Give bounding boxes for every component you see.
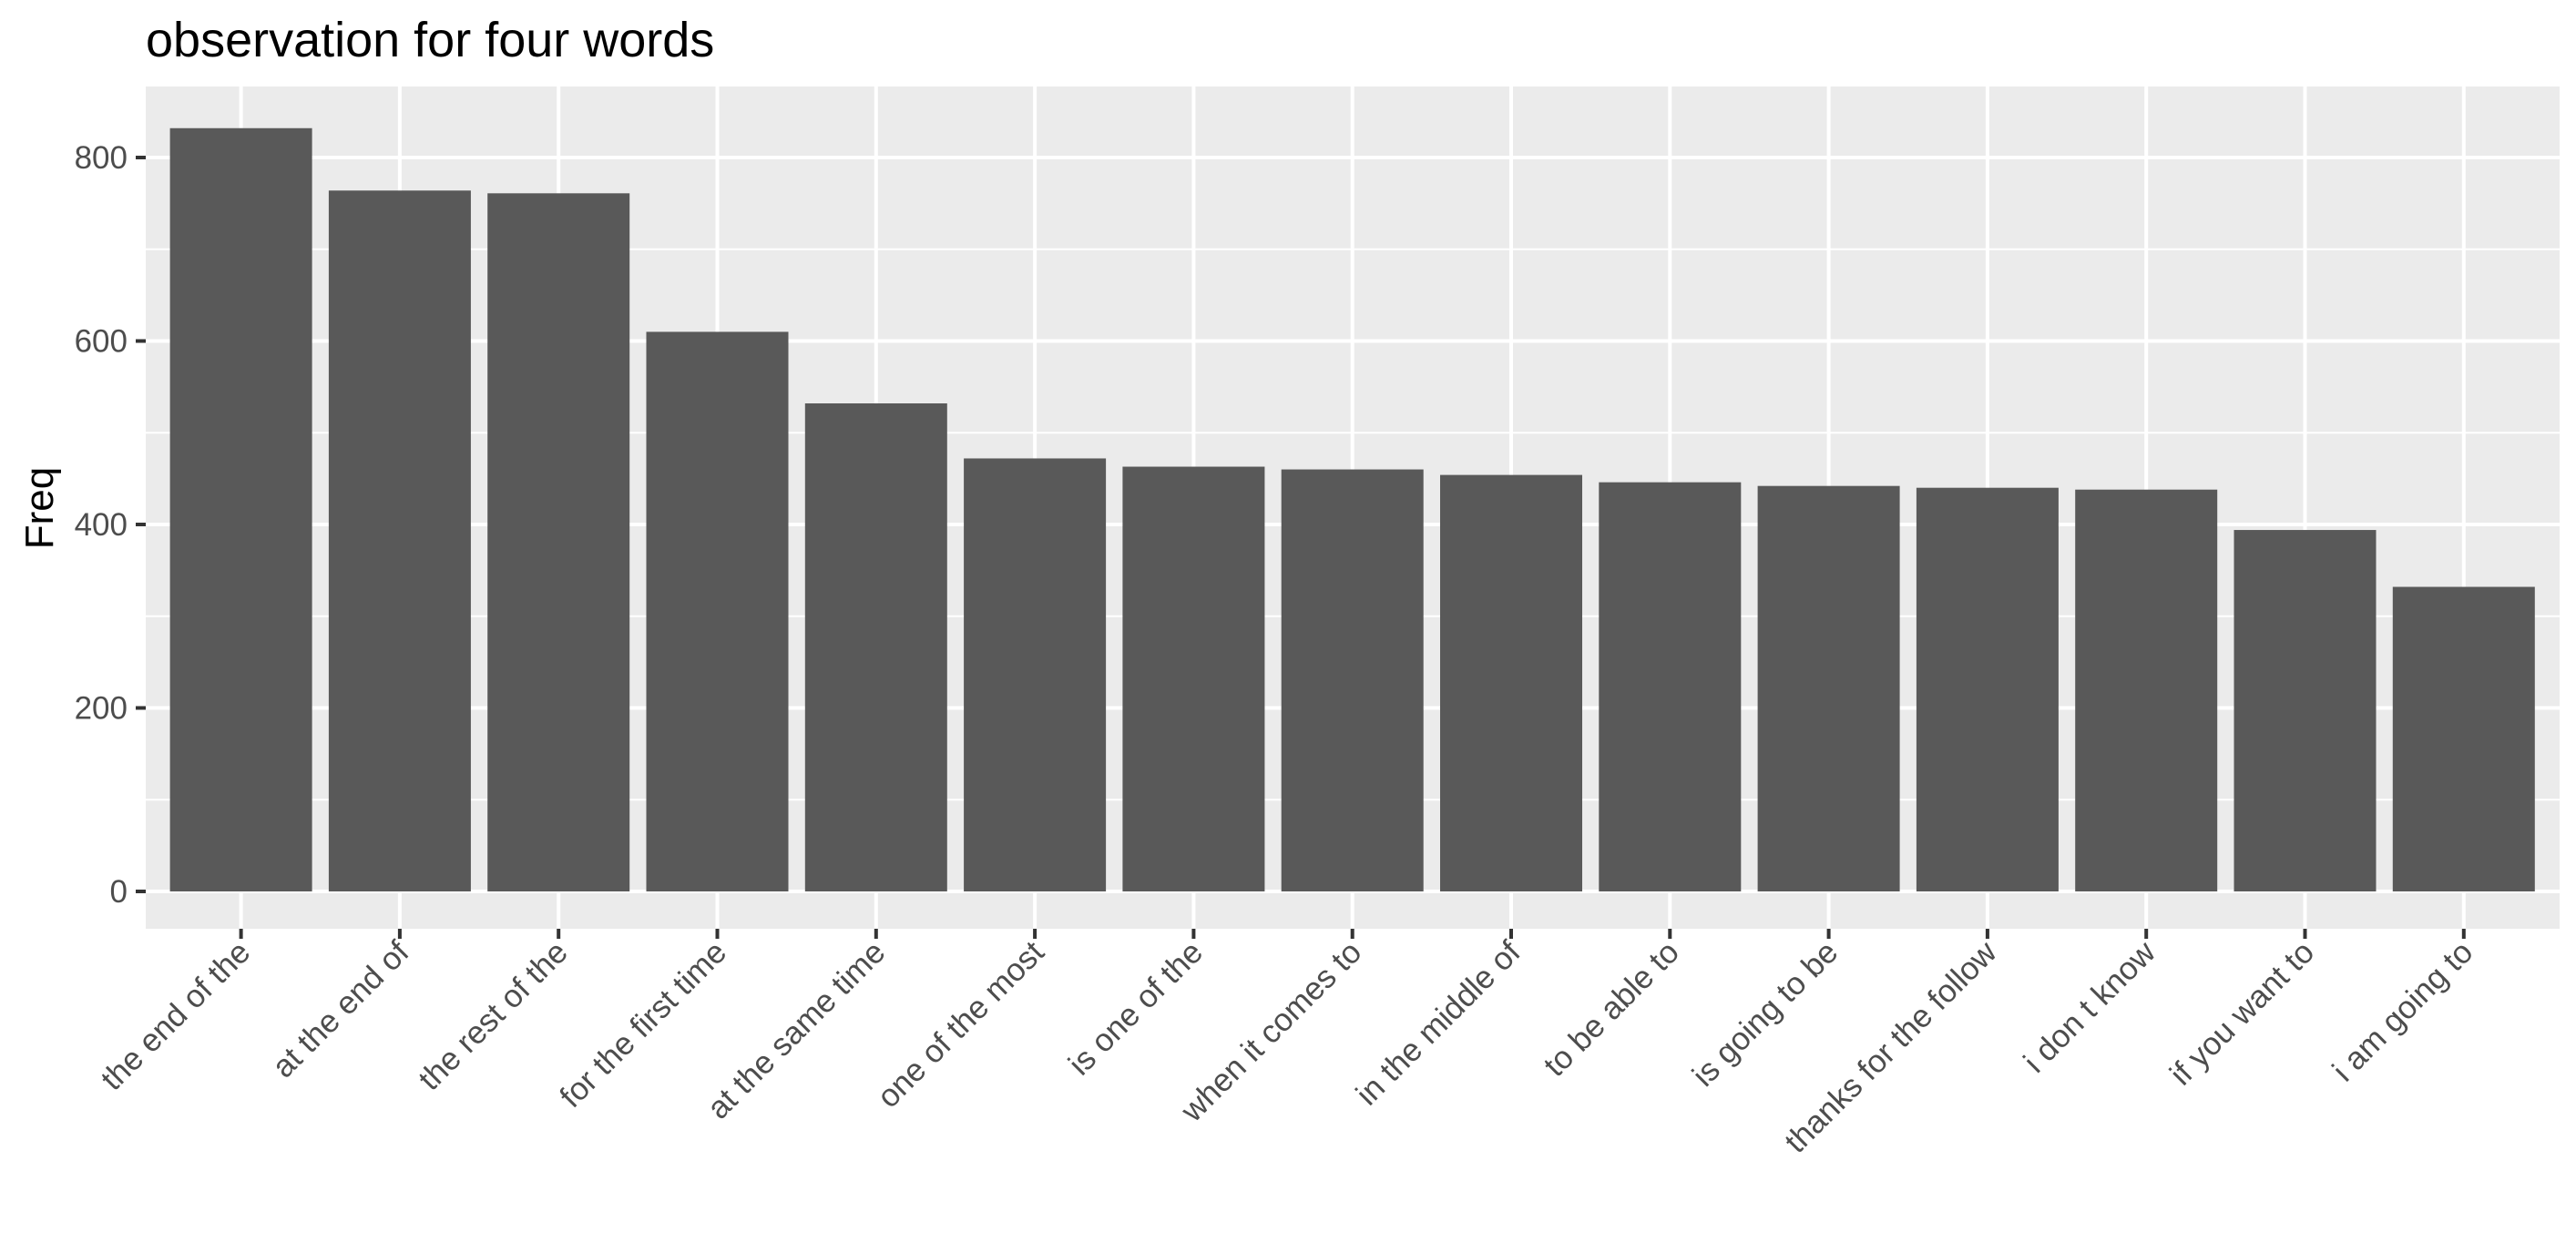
bar bbox=[1122, 466, 1265, 891]
bar bbox=[328, 190, 471, 891]
bar bbox=[804, 403, 947, 891]
x-tick-label: if you want to bbox=[2163, 934, 2321, 1092]
y-tick-label: 400 bbox=[75, 507, 128, 543]
x-tick-label: to be able to bbox=[1537, 934, 1686, 1084]
x-tick-label: is one of the bbox=[1062, 934, 1210, 1082]
x-tick-label: in the middle of bbox=[1349, 934, 1528, 1113]
bar bbox=[1757, 485, 1900, 891]
x-tick-label: i am going to bbox=[2326, 934, 2479, 1088]
y-axis-label: Freq bbox=[17, 467, 62, 549]
x-tick-label: for the first time bbox=[553, 934, 733, 1115]
x-tick-label: at the end of bbox=[265, 934, 415, 1084]
bar bbox=[2392, 586, 2535, 891]
x-tick-label: the rest of the bbox=[412, 934, 575, 1097]
x-tick-label: one of the most bbox=[871, 934, 1051, 1115]
bar bbox=[964, 458, 1107, 891]
bar bbox=[487, 193, 630, 892]
y-tick-label: 600 bbox=[75, 324, 128, 360]
x-tick-label: is going to be bbox=[1685, 934, 1845, 1094]
bar bbox=[1281, 469, 1424, 891]
bar bbox=[2075, 489, 2218, 891]
bar bbox=[1599, 482, 1742, 891]
bar bbox=[169, 127, 312, 891]
y-tick-label: 200 bbox=[75, 691, 128, 727]
bar bbox=[1916, 487, 2059, 891]
bar bbox=[2234, 530, 2377, 891]
bar bbox=[1440, 474, 1582, 891]
bar bbox=[646, 331, 789, 891]
bars bbox=[169, 127, 2535, 892]
chart-title: observation for four words bbox=[146, 13, 714, 67]
y-tick-label: 0 bbox=[110, 874, 128, 910]
y-axis: 0 200 400 600 800 bbox=[75, 140, 146, 910]
x-tick-label: the end of the bbox=[94, 934, 257, 1097]
y-tick-label: 800 bbox=[75, 140, 128, 176]
x-tick-label: i don t know bbox=[2017, 934, 2162, 1080]
